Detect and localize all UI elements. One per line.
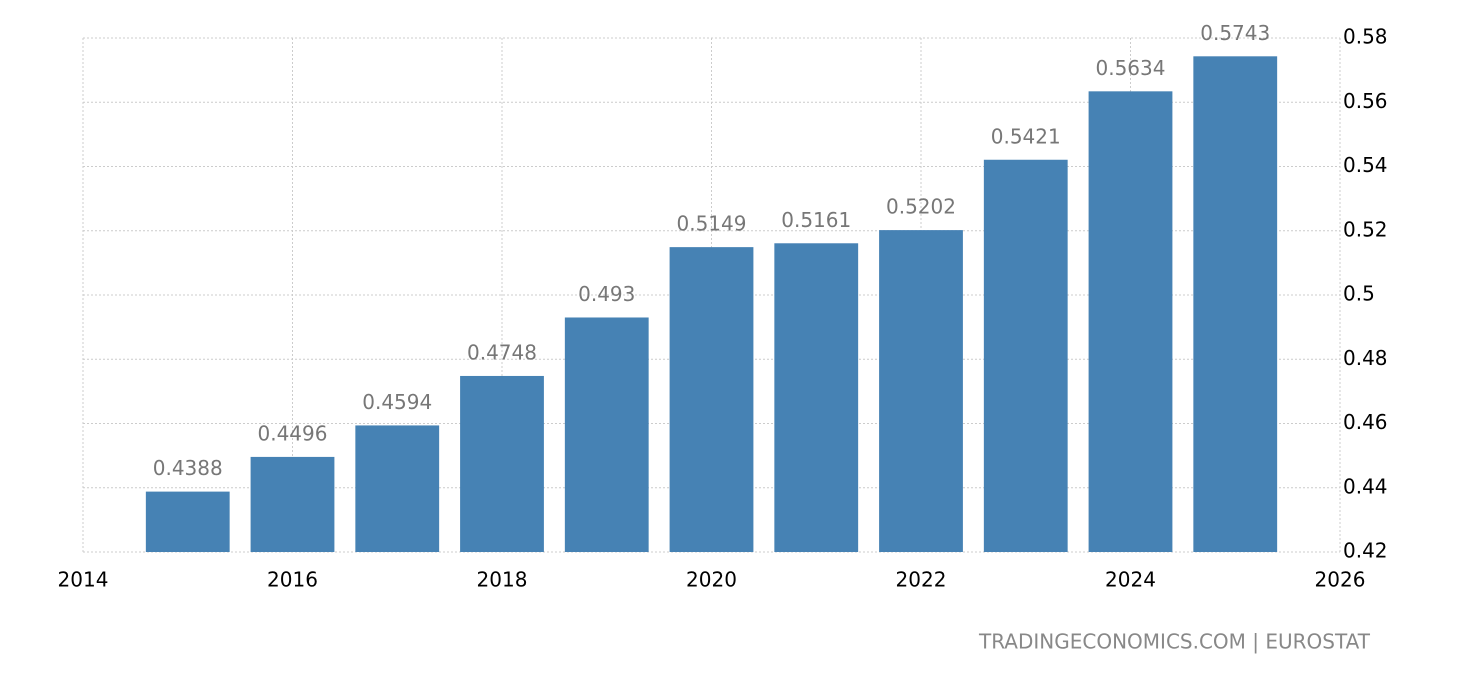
bar bbox=[460, 375, 544, 552]
value-label: 0.5161 bbox=[781, 208, 851, 232]
y-tick-label: 0.48 bbox=[1343, 346, 1388, 370]
y-tick-label: 0.46 bbox=[1343, 410, 1388, 434]
y-tick-label: 0.52 bbox=[1343, 217, 1388, 241]
bar bbox=[355, 425, 440, 552]
bar bbox=[669, 247, 754, 553]
value-label: 0.5743 bbox=[1200, 21, 1270, 45]
bar bbox=[1193, 56, 1278, 552]
y-tick-label: 0.56 bbox=[1343, 89, 1388, 113]
y-tick-label: 0.54 bbox=[1343, 153, 1388, 177]
x-tick-label: 2024 bbox=[1105, 568, 1156, 592]
x-tick-label: 2018 bbox=[477, 568, 528, 592]
value-label: 0.5149 bbox=[677, 212, 747, 236]
y-tick-label: 0.58 bbox=[1343, 25, 1388, 49]
y-tick-label: 0.44 bbox=[1343, 474, 1388, 498]
bar bbox=[1088, 91, 1173, 552]
x-tick-label: 2016 bbox=[267, 568, 318, 592]
x-tick-label: 2022 bbox=[896, 568, 947, 592]
bar bbox=[145, 491, 230, 552]
value-label: 0.4748 bbox=[467, 340, 537, 364]
value-label: 0.5634 bbox=[1096, 56, 1166, 80]
source-credit: TRADINGECONOMICS.COM | EUROSTAT bbox=[978, 630, 1371, 654]
x-tick-label: 2014 bbox=[58, 568, 109, 592]
y-tick-label: 0.42 bbox=[1343, 539, 1388, 563]
bar bbox=[250, 456, 335, 552]
value-label: 0.5421 bbox=[991, 124, 1061, 148]
bar bbox=[564, 317, 649, 552]
value-label: 0.4388 bbox=[153, 456, 223, 480]
bar bbox=[879, 230, 963, 553]
bar bbox=[983, 159, 1068, 552]
value-label: 0.493 bbox=[578, 282, 635, 306]
value-label: 0.4594 bbox=[362, 390, 432, 414]
value-label: 0.5202 bbox=[886, 195, 956, 219]
x-tick-label: 2020 bbox=[686, 568, 737, 592]
y-tick-label: 0.5 bbox=[1343, 282, 1375, 306]
bar bbox=[774, 243, 859, 552]
x-tick-label: 2026 bbox=[1315, 568, 1366, 592]
value-label: 0.4496 bbox=[258, 421, 328, 445]
